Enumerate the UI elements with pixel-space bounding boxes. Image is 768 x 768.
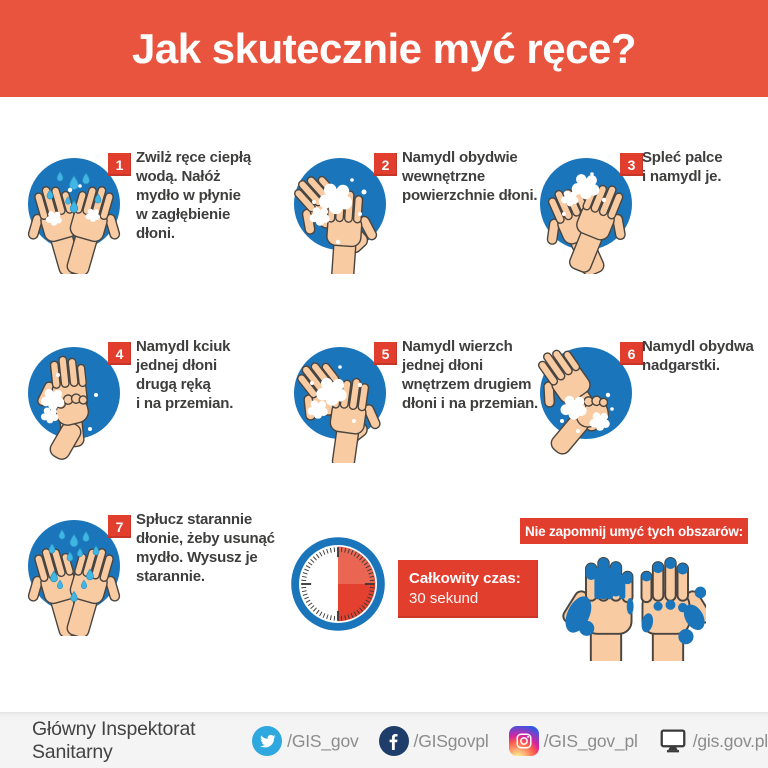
step-text: Namydl obydwa nadgarstki.: [642, 338, 754, 374]
website-icon: [658, 726, 688, 756]
step-4: 4 Namydl kciuk jednej dłoni drugą ręką i…: [22, 333, 272, 513]
step-5: 5 Namydl wierzch jednej dłoni wnętrzem d…: [288, 333, 538, 513]
social-facebook[interactable]: /GISgovpl: [378, 726, 489, 756]
lather-palms-icon: [288, 158, 386, 274]
step-number-badge: 3: [620, 153, 643, 176]
step-text: Namydl obydwie wewnętrzne powierzchnie d…: [402, 149, 538, 204]
facebook-handle: /GISgovpl: [413, 730, 489, 751]
step-text: Zwilż ręce ciepłą wodą. Nałóż mydło w pł…: [136, 149, 251, 242]
social-twitter[interactable]: /GIS_gov: [252, 726, 359, 756]
instagram-handle: /GIS_gov_pl: [543, 730, 638, 751]
step-number-badge: 7: [108, 515, 131, 538]
twitter-icon: [252, 726, 283, 756]
total-time-value: 30 sekund: [409, 590, 479, 607]
step-text: Namydl wierzch jednej dłoni wnętrzem dru…: [402, 338, 539, 412]
social-links: /GIS_gov /GISgovpl /GIS_gov_pl: [252, 726, 768, 756]
timer-clock-icon: [291, 537, 385, 631]
step-1: 1 Zwilż ręce ciepłą wodą. Nałóż mydło w …: [22, 144, 272, 324]
step-7: 7 Spłucz starannie dłonie, żeby usunąć m…: [22, 506, 275, 686]
social-instagram[interactable]: /GIS_gov_pl: [508, 726, 638, 756]
lather-wrists-icon: [534, 345, 632, 455]
twitter-handle: /GIS_gov: [287, 730, 359, 751]
social-website[interactable]: /gis.gov.pl: [658, 726, 768, 756]
facebook-icon: [378, 726, 409, 756]
total-time-title: Całkowity czas:: [409, 570, 521, 587]
total-time-label: Całkowity czas: 30 sekund: [398, 560, 538, 618]
instagram-icon: [508, 726, 539, 756]
interlaced-fingers-icon: [534, 158, 638, 274]
step-3: 3 Spleć palce i namydl je.: [534, 144, 768, 324]
step-number-badge: 6: [620, 342, 643, 365]
lather-thumb-icon: [28, 347, 120, 460]
step-text: Namydl kciuk jednej dłoni drugą ręką i n…: [136, 338, 234, 412]
step-number-badge: 2: [374, 153, 397, 176]
step-number-badge: 5: [374, 342, 397, 365]
header: Jak skutecznie myć ręce?: [0, 0, 768, 97]
website-handle: /gis.gov.pl: [692, 730, 768, 751]
step-text: Spłucz starannie dłonie, żeby usunąć myd…: [136, 511, 275, 585]
step-number-badge: 4: [108, 342, 131, 365]
step-2: 2 Namydl obydwie wewnętrzne powierzchnie…: [288, 144, 538, 324]
missed-areas-banner: Nie zapomnij umyć tych obszarów:: [520, 518, 748, 544]
brand-name: Główny Inspektorat Sanitarny: [32, 718, 196, 763]
wet-hands-water-drops-icon: [22, 158, 126, 274]
rinse-and-dry-hands-icon: [22, 520, 126, 636]
step-6: 6 Namydl obydwa nadgarstki.: [534, 333, 768, 513]
hands-missed-areas-icon: [559, 556, 706, 661]
lather-back-of-hand-icon: [288, 347, 389, 463]
step-number-badge: 1: [108, 153, 131, 176]
footer: Główny Inspektorat Sanitarny /GIS_gov /G…: [0, 712, 768, 768]
step-text: Spleć palce i namydl je.: [642, 149, 723, 185]
page-title: Jak skutecznie myć ręce?: [132, 24, 636, 72]
